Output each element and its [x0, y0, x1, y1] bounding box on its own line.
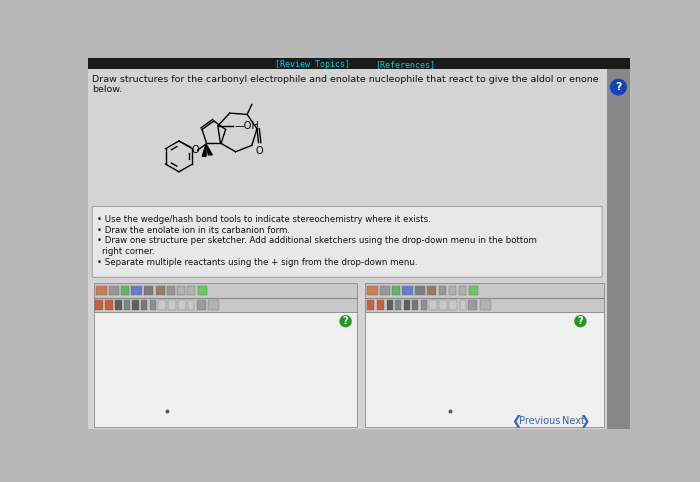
- Text: • Use the wedge/hash bond tools to indicate stereochemistry where it exists.: • Use the wedge/hash bond tools to indic…: [97, 215, 430, 224]
- Bar: [365, 298, 603, 312]
- Text: [Review Topics]: [Review Topics]: [274, 60, 350, 69]
- Text: Next: Next: [562, 416, 584, 426]
- Bar: [365, 312, 603, 428]
- Bar: [439, 286, 447, 295]
- Bar: [168, 300, 176, 309]
- Bar: [155, 286, 165, 295]
- Bar: [197, 286, 207, 295]
- Bar: [427, 286, 436, 295]
- Text: O: O: [256, 147, 263, 157]
- Text: Previous: Previous: [519, 416, 561, 426]
- Bar: [449, 286, 456, 295]
- Bar: [94, 298, 357, 312]
- Bar: [459, 300, 466, 309]
- Bar: [177, 286, 185, 295]
- Text: ?: ?: [615, 82, 622, 92]
- Bar: [167, 286, 175, 295]
- Text: Draw structures for the carbonyl electrophile and enolate nucleophile that react: Draw structures for the carbonyl electro…: [92, 75, 598, 84]
- Bar: [392, 286, 400, 295]
- Text: below.: below.: [92, 85, 122, 94]
- Bar: [449, 300, 457, 309]
- Text: ?: ?: [343, 316, 349, 326]
- FancyBboxPatch shape: [92, 206, 602, 277]
- Bar: [440, 300, 447, 309]
- Text: ❮: ❮: [512, 415, 522, 428]
- Circle shape: [610, 79, 627, 95]
- Bar: [188, 300, 195, 309]
- Bar: [95, 300, 103, 309]
- Bar: [197, 300, 206, 309]
- Bar: [386, 300, 393, 309]
- Bar: [368, 286, 378, 295]
- Text: ❯: ❯: [579, 415, 589, 428]
- Bar: [178, 300, 186, 309]
- Bar: [131, 286, 141, 295]
- Bar: [480, 300, 491, 309]
- Bar: [124, 300, 130, 309]
- Bar: [116, 300, 122, 309]
- Text: • Draw the enolate ion in its carbanion form.: • Draw the enolate ion in its carbanion …: [97, 226, 290, 235]
- Bar: [381, 286, 390, 295]
- Bar: [158, 300, 166, 309]
- Bar: [429, 300, 437, 309]
- Bar: [150, 300, 155, 309]
- Bar: [377, 300, 384, 309]
- Bar: [88, 58, 630, 68]
- Text: —OH: —OH: [234, 121, 259, 131]
- Bar: [109, 286, 118, 295]
- Bar: [209, 300, 219, 309]
- Circle shape: [574, 315, 587, 327]
- Text: • Draw one structure per sketcher. Add additional sketchers using the drop-down : • Draw one structure per sketcher. Add a…: [97, 237, 537, 245]
- Bar: [367, 300, 374, 309]
- Bar: [412, 300, 419, 309]
- Polygon shape: [202, 144, 206, 156]
- Bar: [365, 282, 603, 298]
- Bar: [94, 312, 357, 428]
- Bar: [94, 282, 357, 298]
- Bar: [404, 300, 410, 309]
- Bar: [415, 286, 425, 295]
- Bar: [421, 300, 427, 309]
- Bar: [469, 286, 478, 295]
- Text: • Separate multiple reactants using the + sign from the drop-down menu.: • Separate multiple reactants using the …: [97, 258, 417, 267]
- Bar: [458, 286, 466, 295]
- Text: [References]: [References]: [375, 60, 435, 69]
- Circle shape: [340, 315, 352, 327]
- Bar: [121, 286, 129, 295]
- Bar: [468, 300, 477, 309]
- Bar: [144, 286, 153, 295]
- Bar: [105, 300, 113, 309]
- Bar: [402, 286, 413, 295]
- Text: O: O: [191, 145, 199, 155]
- Bar: [141, 300, 147, 309]
- Bar: [96, 286, 107, 295]
- Text: ?: ?: [578, 316, 583, 326]
- Bar: [395, 300, 401, 309]
- Polygon shape: [206, 144, 212, 155]
- Bar: [188, 286, 195, 295]
- Bar: [132, 300, 139, 309]
- Text: right corner.: right corner.: [102, 247, 155, 256]
- Bar: [607, 58, 630, 429]
